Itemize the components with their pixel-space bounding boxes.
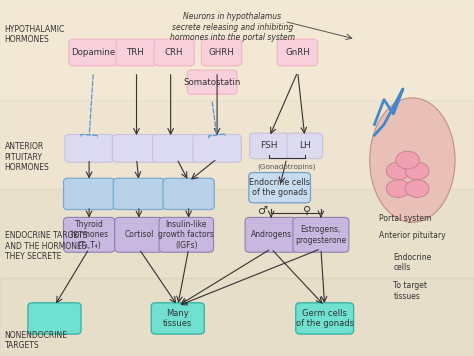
FancyBboxPatch shape <box>113 178 164 210</box>
FancyBboxPatch shape <box>193 135 241 162</box>
FancyBboxPatch shape <box>115 218 163 252</box>
Text: ANTERIOR
PITUITARY
HORMONES: ANTERIOR PITUITARY HORMONES <box>5 142 49 172</box>
FancyBboxPatch shape <box>65 135 113 162</box>
Circle shape <box>386 162 410 180</box>
Text: (Gonadotropins): (Gonadotropins) <box>257 164 316 171</box>
Text: FSH: FSH <box>261 141 278 150</box>
Text: Thyroid
hormones
(T₃,T₄): Thyroid hormones (T₃,T₄) <box>70 220 108 250</box>
FancyBboxPatch shape <box>163 178 214 210</box>
FancyBboxPatch shape <box>249 173 310 203</box>
FancyBboxPatch shape <box>245 218 297 252</box>
Text: Androgens: Androgens <box>251 230 292 239</box>
Text: NONENDOCRINE
TARGETS: NONENDOCRINE TARGETS <box>5 331 68 350</box>
Text: Endocrine cells
of the gonads: Endocrine cells of the gonads <box>249 178 310 197</box>
Circle shape <box>405 162 429 180</box>
Text: CRH: CRH <box>165 48 183 57</box>
FancyBboxPatch shape <box>287 133 322 159</box>
Bar <box>0 278 474 356</box>
Text: Dopamine: Dopamine <box>72 48 116 57</box>
FancyBboxPatch shape <box>250 133 289 159</box>
Text: Insulin-like
growth factors
(IGFs): Insulin-like growth factors (IGFs) <box>158 220 214 250</box>
FancyBboxPatch shape <box>153 135 201 162</box>
FancyBboxPatch shape <box>296 303 354 334</box>
Circle shape <box>396 151 419 169</box>
Circle shape <box>405 180 429 198</box>
Bar <box>0 0 474 100</box>
FancyBboxPatch shape <box>151 303 204 334</box>
FancyBboxPatch shape <box>116 39 156 66</box>
Text: ♂: ♂ <box>257 206 267 216</box>
Text: Portal system: Portal system <box>379 214 431 222</box>
Text: LH: LH <box>299 141 310 150</box>
Circle shape <box>386 180 410 198</box>
Text: Estrogens,
progesterone: Estrogens, progesterone <box>295 225 346 245</box>
Text: Cortisol: Cortisol <box>124 230 154 239</box>
FancyBboxPatch shape <box>159 218 213 252</box>
Text: GHRH: GHRH <box>209 48 235 57</box>
Text: ENDOCRINE TARGETS
AND THE HORMONES
THEY SECRETE: ENDOCRINE TARGETS AND THE HORMONES THEY … <box>5 231 87 261</box>
Text: Many
tissues: Many tissues <box>163 309 192 328</box>
FancyBboxPatch shape <box>28 303 81 334</box>
Text: GnRH: GnRH <box>285 48 310 57</box>
FancyBboxPatch shape <box>64 178 115 210</box>
Bar <box>0 100 474 189</box>
FancyBboxPatch shape <box>69 39 118 66</box>
Text: Neurons in hypothalamus
secrete releasing and inhibiting
hormones into the porta: Neurons in hypothalamus secrete releasin… <box>170 12 295 42</box>
Text: Somatostatin: Somatostatin <box>183 78 241 87</box>
Text: ♀: ♀ <box>303 206 311 216</box>
Text: Endocrine
cells: Endocrine cells <box>393 253 432 272</box>
Text: TRH: TRH <box>128 48 145 57</box>
FancyBboxPatch shape <box>154 39 194 66</box>
FancyBboxPatch shape <box>277 39 318 66</box>
FancyBboxPatch shape <box>201 39 242 66</box>
Text: Anterior pituitary: Anterior pituitary <box>379 231 446 240</box>
FancyBboxPatch shape <box>64 218 115 252</box>
Text: Germ cells
of the gonads: Germ cells of the gonads <box>296 309 354 328</box>
FancyBboxPatch shape <box>112 135 161 162</box>
Ellipse shape <box>370 98 455 222</box>
Text: To target
tissues: To target tissues <box>393 282 428 301</box>
FancyBboxPatch shape <box>293 218 349 252</box>
Text: HYPOTHALAMIC
HORMONES: HYPOTHALAMIC HORMONES <box>5 25 65 44</box>
Bar <box>0 189 474 278</box>
FancyBboxPatch shape <box>187 70 237 94</box>
